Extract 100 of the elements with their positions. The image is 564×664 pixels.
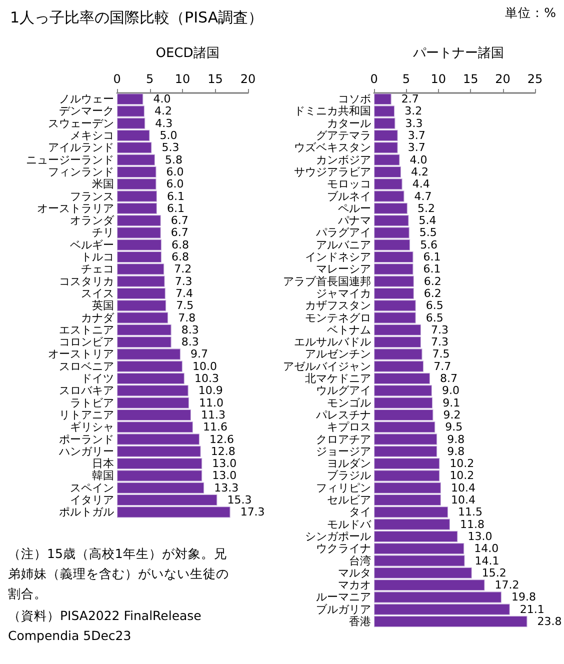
y-tick-label: パレスチナ bbox=[315, 408, 371, 422]
data-label: 3.3 bbox=[405, 116, 423, 130]
y-tick-label: スイス bbox=[81, 286, 114, 300]
data-label: 6.8 bbox=[172, 238, 190, 252]
data-label: 6.8 bbox=[172, 250, 190, 264]
y-tick-label: ドイツ bbox=[81, 372, 114, 386]
x-tick-label: 15 bbox=[208, 72, 223, 86]
y-tick-label: グアテマラ bbox=[316, 129, 371, 142]
y-tick-label: 韓国 bbox=[92, 469, 114, 482]
data-label: 11.6 bbox=[202, 420, 228, 434]
y-tick-label: ポーランド bbox=[59, 432, 114, 446]
x-tick-label: 10 bbox=[174, 72, 190, 86]
data-label: 3.7 bbox=[408, 129, 426, 142]
x-tick-label: 0 bbox=[370, 72, 378, 86]
data-label: 5.8 bbox=[164, 153, 182, 166]
data-label: 10.4 bbox=[450, 494, 476, 507]
data-label: 11.8 bbox=[460, 518, 484, 531]
chart-subtitle: OECD諸国 bbox=[156, 46, 220, 61]
x-tick-label: 5 bbox=[146, 72, 154, 86]
data-label: 2.7 bbox=[401, 92, 419, 106]
y-tick-label: マカオ bbox=[338, 578, 371, 592]
data-label: 13.0 bbox=[468, 530, 492, 543]
x-tick-label: 0 bbox=[113, 72, 121, 86]
data-label: 7.3 bbox=[431, 323, 449, 336]
y-tick-label: 香港 bbox=[349, 615, 371, 628]
y-tick-label: モンゴル bbox=[327, 396, 371, 410]
data-label: 5.2 bbox=[417, 202, 435, 215]
chart-title: 1人っ子比率の国際比較（PISA調査） bbox=[10, 8, 264, 26]
y-tick-label: マルタ bbox=[338, 566, 371, 580]
data-label: 11.5 bbox=[458, 506, 483, 519]
data-label: 4.0 bbox=[153, 92, 171, 106]
y-tick-label: アラブ首長国連邦 bbox=[283, 274, 371, 288]
data-label: 8.3 bbox=[181, 336, 199, 349]
y-tick-label: ブルガリア bbox=[316, 602, 371, 616]
data-label: 9.8 bbox=[447, 432, 465, 446]
text: 単位：% bbox=[505, 5, 556, 20]
data-label: 9.8 bbox=[447, 444, 465, 458]
data-label: 10.3 bbox=[194, 372, 219, 386]
y-tick-label: ウクライナ bbox=[316, 542, 371, 556]
y-tick-label: エルサルバドル bbox=[294, 336, 371, 349]
y-tick-label: ルーマニア bbox=[316, 590, 371, 604]
data-label: 9.1 bbox=[442, 396, 460, 410]
y-tick-label: オランダ bbox=[70, 214, 115, 228]
text: （資料）PISA2022 FinalRelease Compendia 5Dec23 bbox=[8, 608, 206, 643]
data-label: 6.5 bbox=[426, 311, 444, 324]
data-label: 5.0 bbox=[160, 129, 178, 142]
y-tick-label: ジャマイカ bbox=[316, 286, 371, 300]
y-tick-label: ドミニカ共和国 bbox=[294, 104, 371, 118]
data-label: 4.2 bbox=[154, 104, 172, 118]
y-tick-label: 米国 bbox=[92, 178, 114, 191]
y-tick-label: 日本 bbox=[92, 457, 114, 470]
y-tick-label: フィリピン bbox=[316, 481, 371, 494]
data-label: 11.0 bbox=[199, 396, 224, 410]
data-label: 6.5 bbox=[426, 299, 444, 312]
y-tick-label: コロンビア bbox=[59, 336, 114, 349]
data-label: 5.5 bbox=[419, 226, 437, 240]
y-tick-label: スウェーデン bbox=[48, 116, 114, 130]
data-label: 13.0 bbox=[212, 457, 237, 470]
x-tick-label: 25 bbox=[527, 72, 543, 86]
chart-title: パートナー諸国 bbox=[412, 46, 504, 61]
y-tick-label: チリ bbox=[92, 226, 114, 240]
data-label: 13.0 bbox=[212, 469, 237, 482]
data-label: 6.1 bbox=[166, 202, 184, 215]
y-tick-label: タイ bbox=[349, 506, 371, 519]
y-tick-label: アルバニア bbox=[316, 238, 371, 252]
y-tick-label: ヨルダン bbox=[327, 457, 371, 470]
data-label: 23.8 bbox=[537, 615, 562, 628]
data-label: 17.2 bbox=[494, 578, 520, 592]
data-label: 13.3 bbox=[214, 481, 239, 494]
data-label: 4.2 bbox=[411, 165, 429, 178]
data-label: 6.1 bbox=[166, 190, 184, 203]
y-tick-label: エストニア bbox=[59, 323, 114, 336]
y-tick-label: ブルネイ bbox=[327, 190, 371, 203]
y-tick-label: チェコ bbox=[81, 262, 114, 276]
y-tick-label: ウルグアイ bbox=[316, 384, 371, 398]
y-tick-label: スロバキア bbox=[59, 384, 114, 398]
data-label: 3.2 bbox=[404, 104, 422, 118]
data-label: 9.0 bbox=[442, 384, 460, 398]
data-label: 5.6 bbox=[420, 238, 438, 252]
x-tick-label: 20 bbox=[495, 72, 510, 86]
data-label: 7.5 bbox=[176, 299, 194, 312]
y-tick-label: モンテネグロ bbox=[305, 311, 371, 324]
data-label: 8.3 bbox=[181, 323, 199, 336]
data-label: 14.0 bbox=[474, 542, 499, 556]
y-tick-label: ニュージーランド bbox=[26, 153, 114, 166]
y-tick-label: スロベニア bbox=[59, 360, 114, 373]
data-label: 4.4 bbox=[412, 178, 430, 191]
y-tick-label: メキシコ bbox=[70, 129, 114, 142]
y-tick-label: ポルトガル bbox=[59, 506, 114, 519]
y-tick-label: 北マケドニア bbox=[305, 372, 371, 386]
data-label: 9.2 bbox=[443, 408, 461, 422]
data-label: 17.3 bbox=[240, 506, 265, 519]
y-tick-label: カンボジア bbox=[316, 153, 371, 166]
y-tick-label: モロッコ bbox=[327, 178, 371, 191]
y-tick-label: ペルー bbox=[338, 202, 371, 215]
data-label: 19.8 bbox=[512, 590, 536, 604]
y-tick-label: キプロス bbox=[327, 420, 371, 434]
y-tick-label: ウズベキスタン bbox=[294, 141, 371, 154]
y-tick-label: クロアチア bbox=[316, 432, 371, 446]
y-tick-label: コソボ bbox=[338, 92, 371, 106]
